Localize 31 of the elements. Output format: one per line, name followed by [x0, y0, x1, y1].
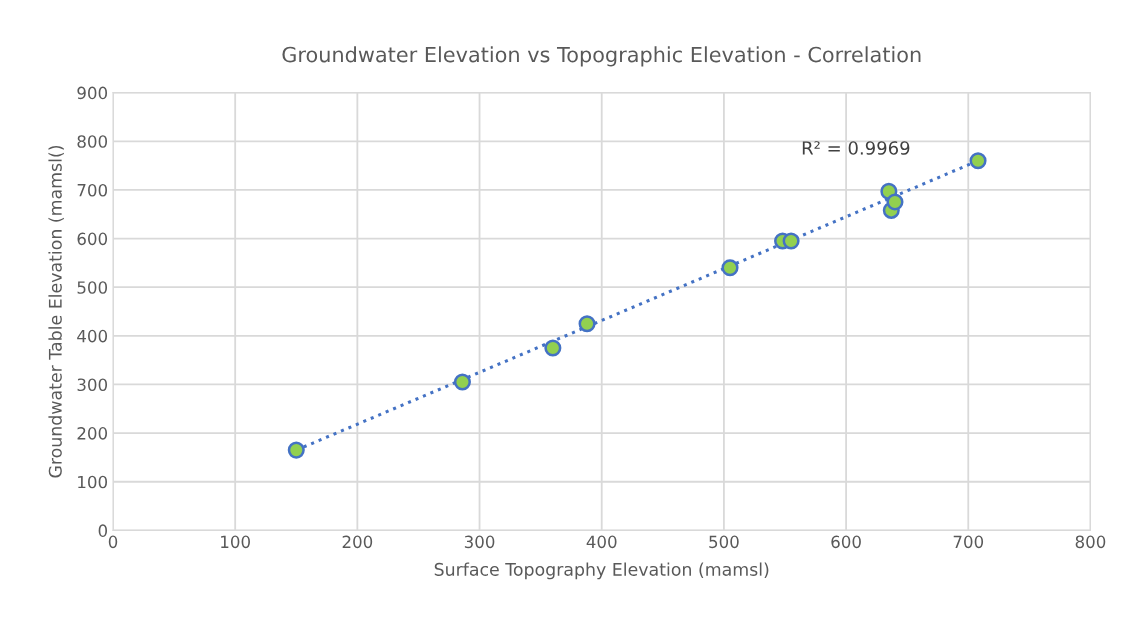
point	[453, 373, 471, 391]
point	[782, 232, 800, 250]
point	[578, 315, 596, 333]
y-tick-label: 200	[77, 427, 108, 440]
y-tick-label: 400	[77, 329, 108, 343]
chart-title: Groundwater Elevation vs Topographic Elevation - Correlation	[282, 46, 921, 67]
y-tick-label: 900	[77, 86, 108, 100]
y-axis-title: Groundwater Table Elevation (mamsl()	[48, 145, 64, 478]
x-axis-title: Surface Topography Elevation (mamsl)	[434, 562, 769, 580]
y-tick-label: 500	[77, 281, 108, 294]
x-tick-label: 100	[221, 535, 250, 549]
point	[969, 152, 987, 170]
x-tick-label: 500	[709, 535, 739, 549]
annotation: R² = 0.9969	[802, 141, 910, 155]
y-tick-label: 0	[98, 524, 108, 537]
point	[721, 259, 739, 277]
x-tick-label: 800	[1075, 535, 1106, 549]
x-tick-label: 400	[586, 535, 617, 549]
x-tick-label: 600	[831, 535, 861, 549]
x-tick-label: 200	[342, 535, 373, 549]
y-tick-label: 300	[77, 378, 108, 392]
y-tick-label: 700	[77, 183, 108, 197]
y-tick-label: 600	[77, 232, 108, 246]
x-tick-label: 700	[953, 535, 984, 549]
x-tick-label: 300	[464, 535, 495, 549]
x-tick-label: 0	[108, 535, 118, 549]
y-tick-label: 800	[77, 135, 108, 148]
point	[886, 193, 904, 211]
point	[287, 441, 305, 459]
y-tick-label: 100	[78, 475, 108, 489]
point	[544, 339, 562, 357]
